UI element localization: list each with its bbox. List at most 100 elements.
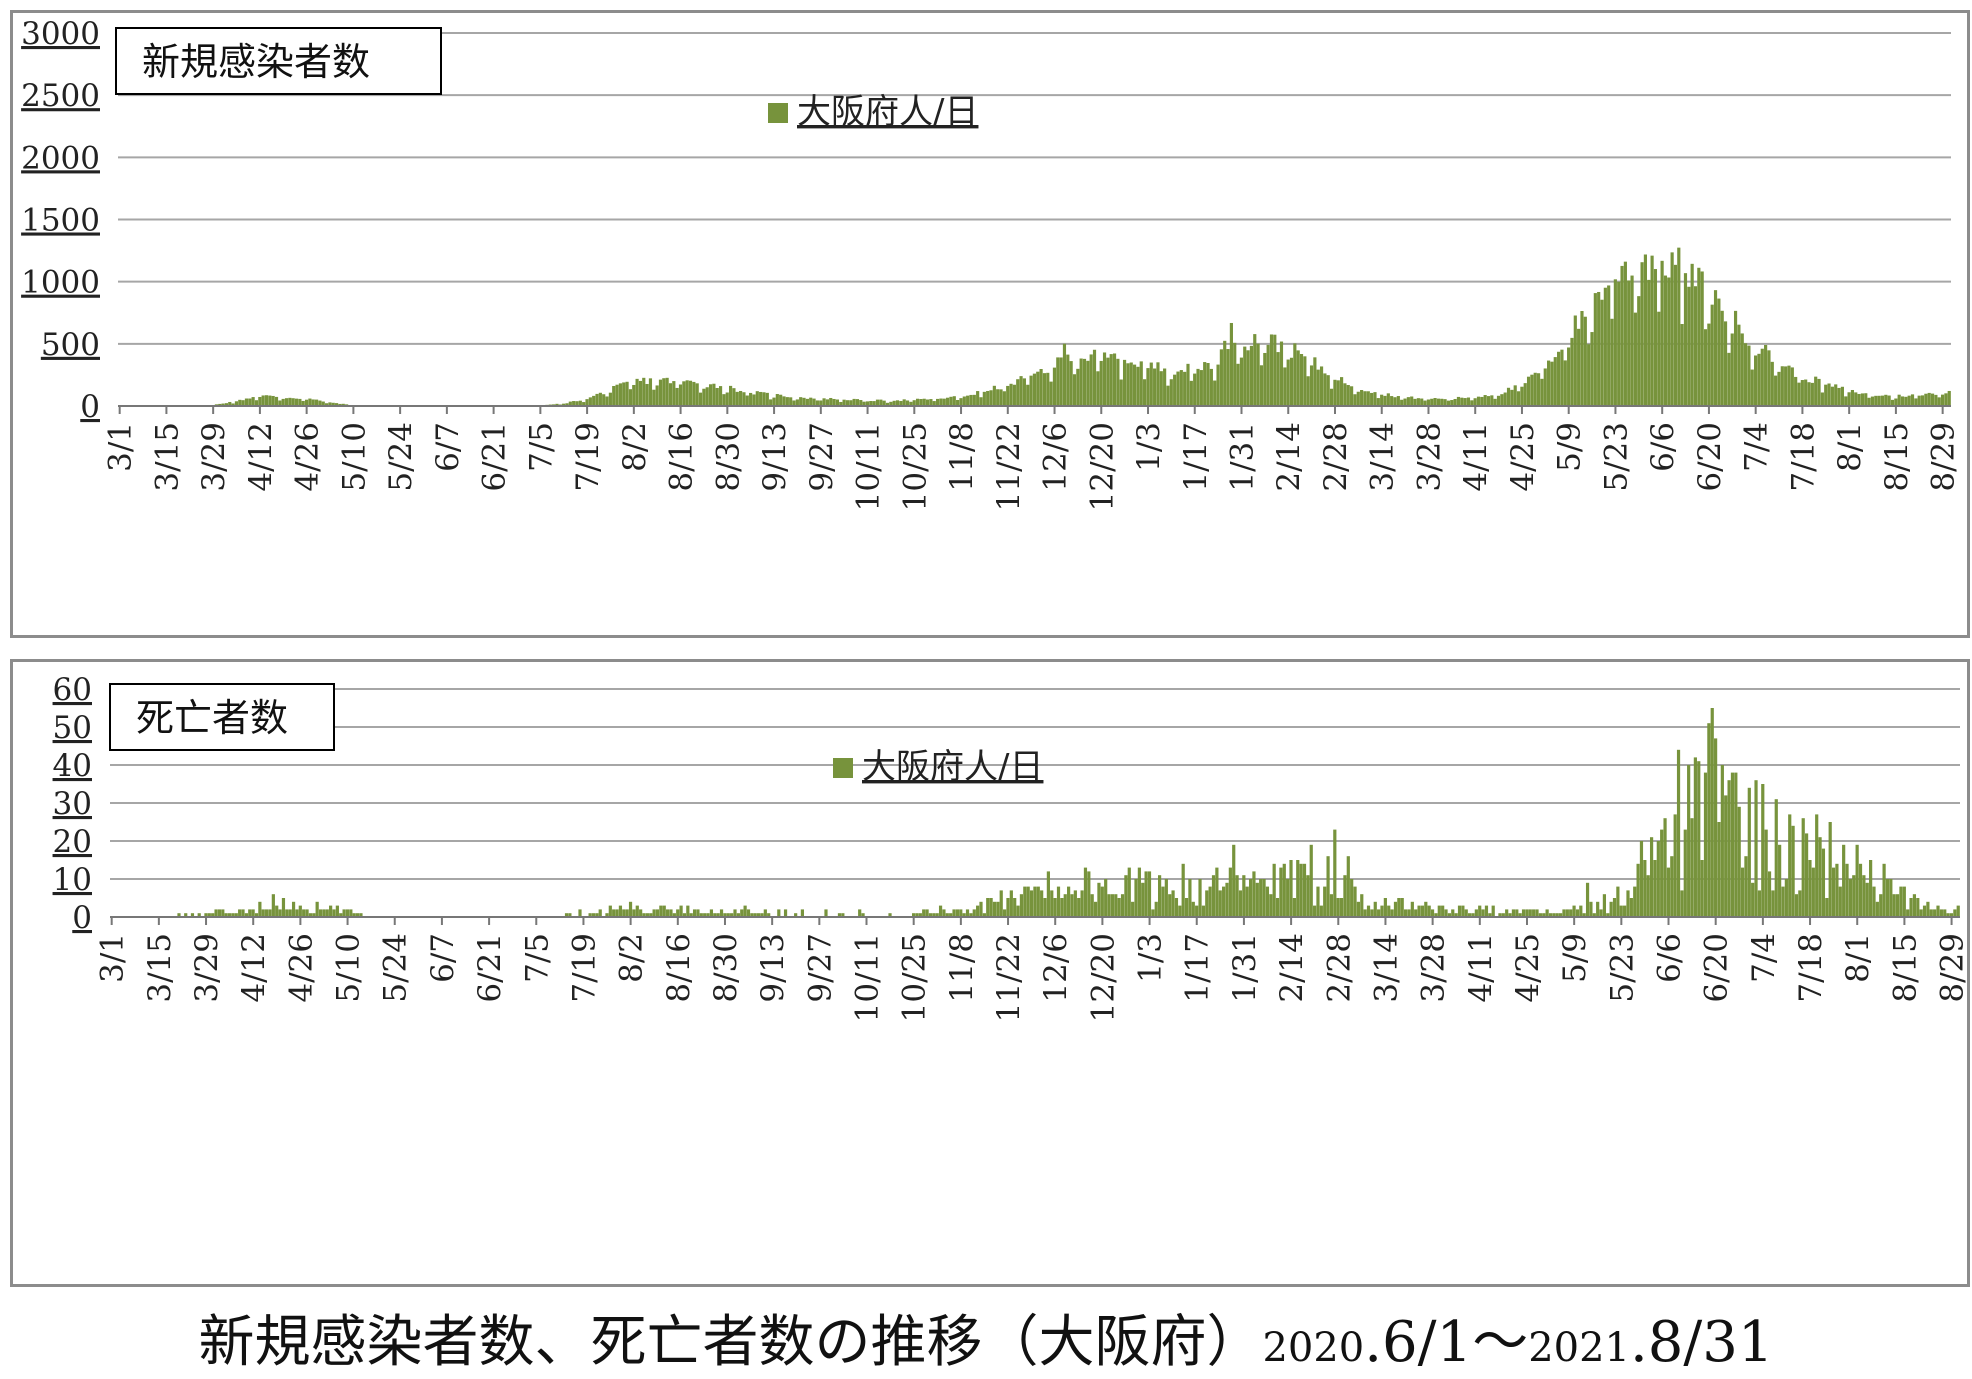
bar: [938, 905, 943, 917]
x-tick-label: 3/1: [95, 933, 131, 983]
x-tick-label: 7/19: [566, 933, 602, 1003]
bar: [1176, 371, 1180, 406]
bar: [231, 913, 235, 917]
chart-title: 死亡者数: [136, 696, 288, 740]
bar: [605, 396, 609, 406]
bar: [1029, 375, 1033, 406]
bar: [1471, 913, 1475, 917]
bar: [1667, 277, 1671, 406]
bar: [335, 403, 339, 406]
bar: [1593, 293, 1597, 406]
bar: [1006, 385, 1010, 406]
bar: [1640, 262, 1644, 406]
bar: [841, 913, 845, 917]
bar: [1195, 905, 1199, 917]
bar: [915, 398, 920, 406]
bar: [1215, 867, 1219, 917]
bar: [1376, 398, 1380, 406]
bar: [278, 400, 282, 406]
x-tick-label: 7/19: [570, 422, 606, 492]
bar: [832, 398, 836, 406]
bar: [1737, 324, 1741, 406]
x-tick-label: 1/31: [1225, 422, 1261, 492]
bar: [722, 394, 726, 406]
bar: [1383, 395, 1387, 406]
bar: [1248, 879, 1253, 917]
x-tick-label: 4/25: [1505, 422, 1541, 492]
bar: [1575, 909, 1580, 917]
bar: [1687, 765, 1691, 917]
bar: [986, 390, 990, 406]
bar: [909, 401, 913, 406]
bar: [783, 909, 788, 917]
bar: [1208, 886, 1212, 917]
bar: [1296, 860, 1300, 917]
bar: [989, 390, 993, 406]
bar: [979, 901, 983, 917]
bar: [1134, 879, 1138, 917]
bar: [1456, 396, 1461, 406]
bar: [1940, 394, 1945, 406]
bar: [1555, 913, 1559, 917]
bar: [1536, 373, 1541, 406]
deaths-chart-panel: 0 10 20 30 40 50 60 3/1 3/15 3/29 4/12 4/26 5/10 5/24…: [10, 659, 1970, 1287]
bar: [912, 400, 916, 406]
bar: [1072, 374, 1077, 406]
bar: [1617, 281, 1621, 406]
bar: [1292, 898, 1296, 917]
bar: [733, 909, 737, 917]
bar: [672, 381, 676, 406]
bar: [1535, 909, 1539, 917]
bar: [1203, 362, 1207, 406]
x-tick-label: 11/22: [991, 933, 1027, 1022]
bar: [716, 913, 720, 917]
bar: [795, 399, 799, 406]
bar: [1070, 894, 1074, 917]
bar: [564, 913, 569, 917]
bar: [1129, 362, 1133, 406]
bar: [1102, 352, 1107, 406]
bar: [258, 901, 262, 917]
bar: [1265, 886, 1270, 917]
bar: [1430, 909, 1435, 917]
bar: [1616, 886, 1620, 917]
bar: [1547, 360, 1551, 406]
bar: [969, 394, 973, 406]
x-tick-label: 7/18: [1785, 422, 1821, 492]
bar: [725, 392, 729, 406]
bar: [749, 392, 753, 406]
bar: [1912, 894, 1917, 917]
bar: [1500, 394, 1504, 406]
bar: [1710, 304, 1714, 406]
bar: [1693, 757, 1697, 917]
bar: [762, 392, 766, 406]
y-tick-label: 60: [53, 672, 92, 708]
bar: [234, 401, 239, 406]
bar: [1211, 875, 1216, 917]
bar: [1914, 398, 1918, 406]
bar: [1750, 369, 1754, 406]
bar: [746, 909, 751, 917]
bar: [1498, 913, 1502, 917]
bar: [1740, 333, 1744, 406]
x-tick-label: 10/11: [851, 422, 887, 511]
bar: [1557, 351, 1561, 406]
bar: [686, 905, 690, 917]
x-tick-label: 5/24: [378, 933, 414, 1003]
bar: [1306, 376, 1310, 406]
bar: [792, 400, 796, 406]
bar: [1840, 386, 1844, 406]
y-tick-label: 2000: [21, 140, 100, 176]
bar: [1246, 350, 1250, 406]
bar: [1164, 879, 1168, 917]
x-tick-label: 4/11: [1463, 933, 1499, 1003]
bar: [1838, 886, 1842, 917]
bar: [1609, 901, 1613, 917]
bar: [760, 913, 764, 917]
bar: [799, 397, 803, 406]
bar: [635, 905, 639, 917]
bar: [745, 395, 749, 406]
bar: [1939, 909, 1943, 917]
x-tick-label: 6/6: [1652, 933, 1688, 983]
bar: [1139, 361, 1143, 406]
